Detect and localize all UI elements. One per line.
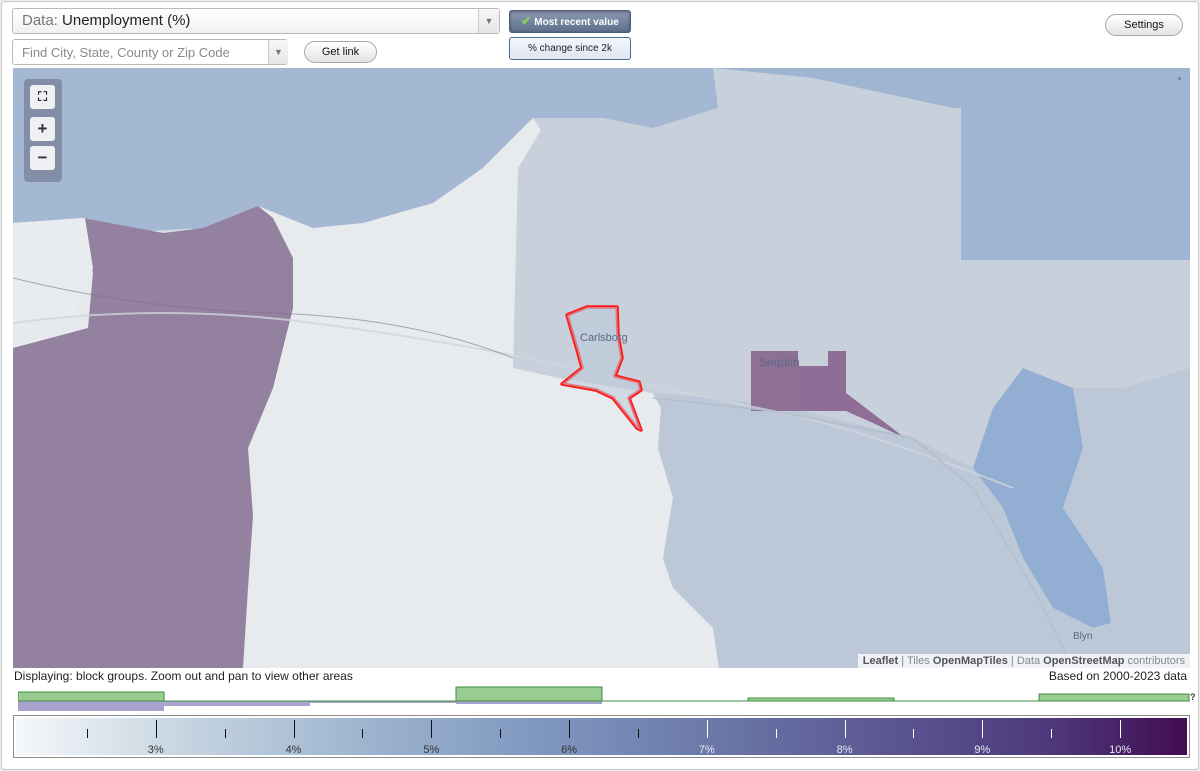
map-attribution: Leaflet | Tiles OpenMapTiles | Data Open… [857, 654, 1190, 668]
legend-major-tick [155, 720, 157, 738]
zoom-in-button[interactable]: + [30, 117, 55, 141]
chevron-down-icon[interactable]: ▼ [478, 9, 499, 33]
legend-label: 7% [698, 744, 715, 756]
legend-minor-tick [86, 729, 88, 738]
legend-minor-tick [913, 729, 915, 738]
most-recent-label: Most recent value [534, 17, 619, 28]
high-unemployment-area-west [13, 206, 293, 668]
map-view[interactable]: Carlsborg Sequim Blyn ⛶ + − Leaflet | Ti… [13, 68, 1190, 668]
attribution-osm-link[interactable]: OpenStreetMap [1043, 655, 1125, 667]
data-select-prefix: Data: [22, 12, 58, 29]
distribution-histogram [18, 686, 1190, 711]
legend-label: 4% [285, 744, 302, 756]
legend-label: 5% [423, 744, 440, 756]
sequim-block-group-1 [751, 351, 798, 411]
map-zoom-controls: ⛶ + − [24, 79, 62, 182]
legend-minor-tick [500, 729, 502, 738]
attribution-tiles-label: Tiles [906, 655, 930, 667]
zoom-out-button[interactable]: − [30, 146, 55, 170]
most-recent-value-toggle[interactable]: ✔ Most recent value [509, 10, 631, 33]
legend-minor-tick [775, 729, 777, 738]
attribution-leaflet-link[interactable]: Leaflet [862, 655, 899, 667]
place-label-carlsborg: Carlsborg [580, 332, 628, 344]
fullscreen-icon[interactable]: ⛶ [30, 85, 55, 109]
legend-major-tick [844, 720, 846, 738]
legend-label: 9% [974, 744, 991, 756]
chevron-down-icon[interactable]: ▼ [268, 40, 288, 64]
checkmark-icon: ✔ [521, 14, 532, 28]
legend-label: 6% [561, 744, 577, 756]
legend-minor-tick [224, 729, 226, 738]
legend-major-tick [1120, 720, 1122, 738]
legend-minor-tick [637, 729, 639, 738]
legend-major-tick [293, 720, 295, 738]
attribution-tiles-link[interactable]: OpenMapTiles [932, 655, 1008, 667]
data-range-text: Based on 2000-2023 data [1048, 669, 1187, 683]
legend-major-tick [706, 720, 708, 738]
legend-major-tick [982, 720, 984, 738]
map-marker-dot [1178, 77, 1181, 80]
color-legend: 3% 4% 5% 6% 7% 8% 9% 10% [13, 715, 1190, 758]
percent-change-toggle[interactable]: % change since 2k [509, 37, 631, 60]
attribution-data-label: Data [1016, 655, 1041, 667]
bay-water [973, 368, 1111, 628]
sequim-block-group-2 [798, 351, 905, 438]
legend-label: 10% [1109, 744, 1132, 756]
search-input[interactable] [12, 39, 288, 65]
legend-label: 8% [836, 744, 853, 756]
water-area [13, 68, 1190, 108]
histogram-end-label: ? [1190, 692, 1196, 702]
place-label-sequim: Sequim [759, 355, 800, 369]
legend-label: 3% [147, 744, 164, 756]
attribution-contributors: contributors [1127, 655, 1185, 667]
data-select-value: Unemployment (%) [62, 12, 191, 29]
display-status-text: Displaying: block groups. Zoom out and p… [14, 669, 353, 683]
legend-gradient-bar: 3% 4% 5% 6% 7% 8% 9% 10% [16, 718, 1187, 756]
get-link-button[interactable]: Get link [304, 41, 377, 63]
data-select[interactable]: Data: Unemployment (%) ▼ [12, 8, 500, 34]
legend-minor-tick [1051, 729, 1053, 738]
place-label-blyn: Blyn [1073, 631, 1093, 642]
legend-major-tick [569, 720, 571, 738]
legend-major-tick [431, 720, 433, 738]
settings-button[interactable]: Settings [1105, 14, 1183, 36]
legend-minor-tick [362, 729, 364, 738]
map-tiles [13, 68, 1190, 668]
